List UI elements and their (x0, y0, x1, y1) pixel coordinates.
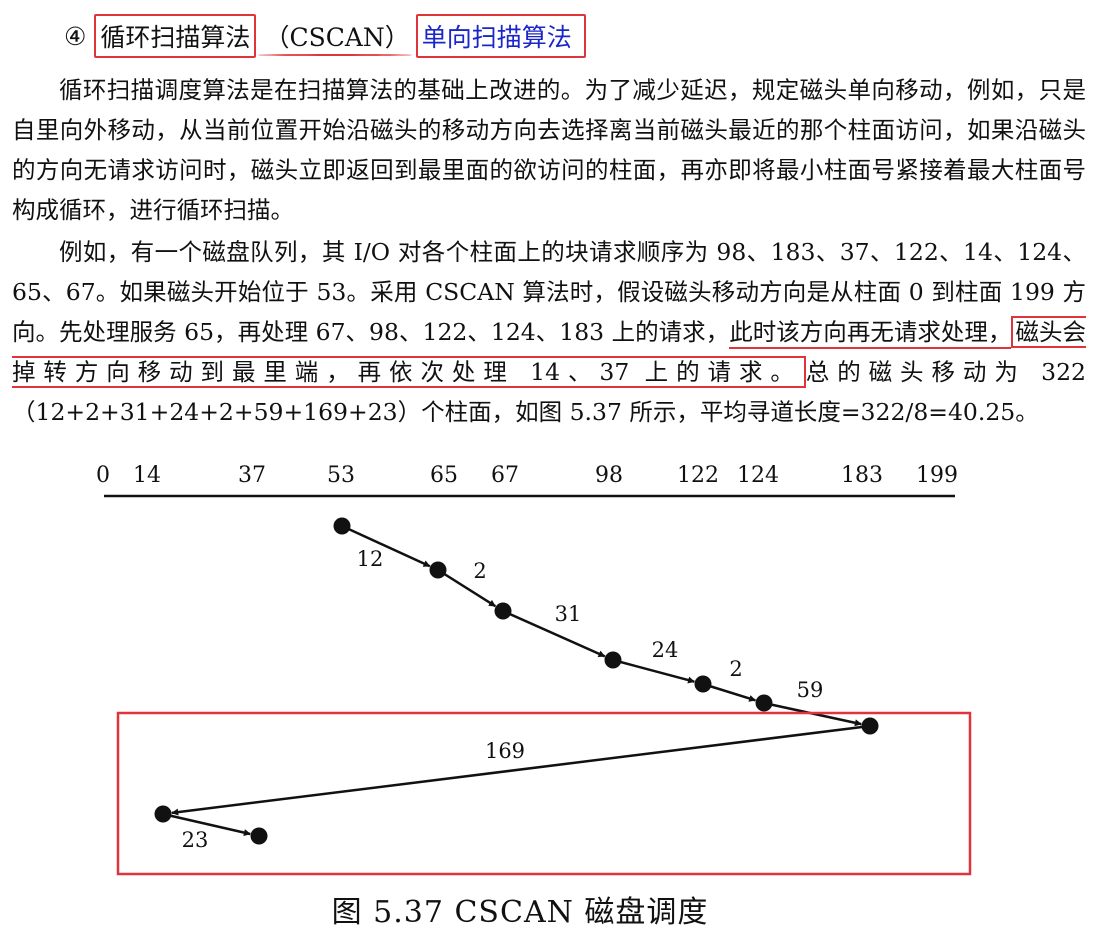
boxed-text: 磁头会掉转方向移动到最里端，再依次处理 14、37 上的请求。 (12, 316, 1087, 388)
segment-distance-label: 2 (729, 657, 742, 681)
segment-distance-label: 24 (652, 638, 679, 662)
heading-subtitle: 单向扫描算法 (415, 14, 586, 58)
axis-tick-label: 67 (491, 463, 519, 488)
segment-distance-label: 169 (485, 739, 525, 763)
underlined-text: 此时该方向再无请求处理， (729, 318, 1012, 349)
example-text-part1: 例如，有一个磁盘队列，其 I/O 对各个柱面上的块请求顺序为 98、183、37… (12, 238, 1086, 346)
axis-tick-label: 124 (737, 463, 779, 488)
request-point (494, 602, 512, 620)
axis-tick-label: 0 (96, 463, 110, 488)
paragraph-intro-text: 循环扫描调度算法是在扫描算法的基础上改进的。为了减少延迟，规定磁头单向移动，例如… (12, 76, 1086, 224)
segment-distance-label: 2 (473, 559, 486, 583)
seek-segment (437, 568, 497, 608)
request-point (604, 651, 622, 669)
axis-tick-label: 122 (677, 463, 719, 488)
section-heading: ④ 循环扫描算法 （CSCAN） 单向扫描算法 (64, 14, 586, 58)
segment-distance-label: 59 (797, 678, 824, 702)
request-point (429, 561, 447, 579)
seek-segment (702, 682, 757, 702)
heading-title-en: （CSCAN） (258, 18, 413, 56)
paragraph-example: 例如，有一个磁盘队列，其 I/O 对各个柱面上的块请求顺序为 98、183、37… (12, 232, 1087, 432)
request-point (154, 805, 172, 823)
seek-segment (341, 524, 431, 568)
cscan-diagram: 0 14 37 53 65 67 98 122 124 183 199 12 231242591692… (96, 463, 972, 876)
segment-distance-label: 23 (182, 828, 209, 852)
request-point (755, 694, 773, 712)
axis-tick-label: 53 (327, 463, 355, 488)
axis-tick-label: 183 (841, 463, 883, 488)
axis-tick-label: 98 (595, 463, 623, 488)
request-point (333, 517, 351, 535)
seek-segment (171, 724, 871, 816)
example-text-part2: 总的磁头移动为 322（12+2+31+24+2+59+169+23）个柱面，如… (12, 358, 1086, 426)
paragraph-intro: 循环扫描调度算法是在扫描算法的基础上改进的。为了减少延迟，规定磁头单向移动，例如… (12, 70, 1086, 230)
segment-distance-label: 31 (555, 602, 582, 626)
axis-tick-label: 65 (430, 463, 458, 488)
request-point (694, 675, 712, 693)
seek-segment (162, 812, 251, 836)
segment-distance-label: 12 (357, 547, 384, 571)
request-point (250, 827, 268, 845)
request-point (861, 717, 879, 735)
axis-tick-label: 37 (238, 463, 266, 488)
seek-segment (502, 609, 606, 658)
figure-caption: 图 5.37 CSCAN 磁盘调度 (331, 895, 709, 930)
section-number: ④ (64, 21, 87, 51)
seek-segment (612, 658, 695, 684)
paragraph-example-text: 例如，有一个磁盘队列，其 I/O 对各个柱面上的块请求顺序为 98、183、37… (12, 232, 1087, 432)
heading-title-cn: 循环扫描算法 (94, 14, 257, 58)
axis-tick-label: 14 (133, 463, 161, 488)
axis-tick-label: 199 (916, 463, 958, 488)
return-segment-highlight (116, 711, 972, 876)
